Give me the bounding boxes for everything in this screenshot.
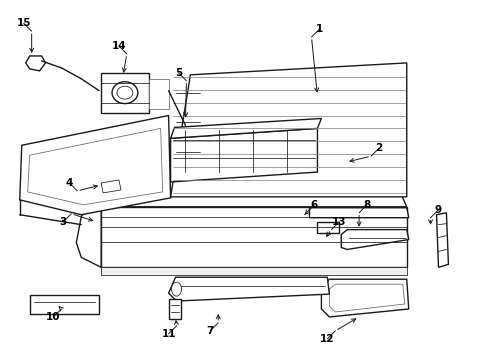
Text: 1: 1 [316,24,323,34]
Text: 6: 6 [311,200,318,210]
Text: 10: 10 [46,312,61,322]
Polygon shape [76,207,101,267]
Polygon shape [341,230,409,249]
Polygon shape [437,213,448,267]
Text: 2: 2 [375,143,383,153]
Polygon shape [25,56,46,71]
Text: 7: 7 [207,326,214,336]
Polygon shape [101,267,407,275]
Polygon shape [171,63,407,197]
Text: 3: 3 [60,217,67,227]
Polygon shape [101,189,407,207]
Polygon shape [169,299,180,319]
Text: 4: 4 [66,178,73,188]
Polygon shape [28,129,163,205]
Text: 13: 13 [332,217,346,227]
Ellipse shape [172,282,181,296]
Text: 8: 8 [364,200,370,210]
Polygon shape [329,284,405,312]
Polygon shape [101,180,121,193]
Polygon shape [321,279,409,317]
Polygon shape [310,208,409,218]
Text: 15: 15 [17,18,31,28]
Polygon shape [20,116,171,215]
Polygon shape [101,73,149,113]
Text: 12: 12 [320,334,335,344]
Ellipse shape [112,82,138,104]
Polygon shape [318,222,339,233]
Polygon shape [149,79,169,109]
Polygon shape [171,118,321,138]
Polygon shape [30,295,99,314]
Polygon shape [101,207,407,267]
Text: 9: 9 [435,205,442,215]
Ellipse shape [117,86,133,99]
Text: 14: 14 [112,41,126,51]
Polygon shape [169,277,329,301]
Text: 5: 5 [175,68,182,78]
Text: 11: 11 [161,329,176,339]
Polygon shape [171,129,318,182]
